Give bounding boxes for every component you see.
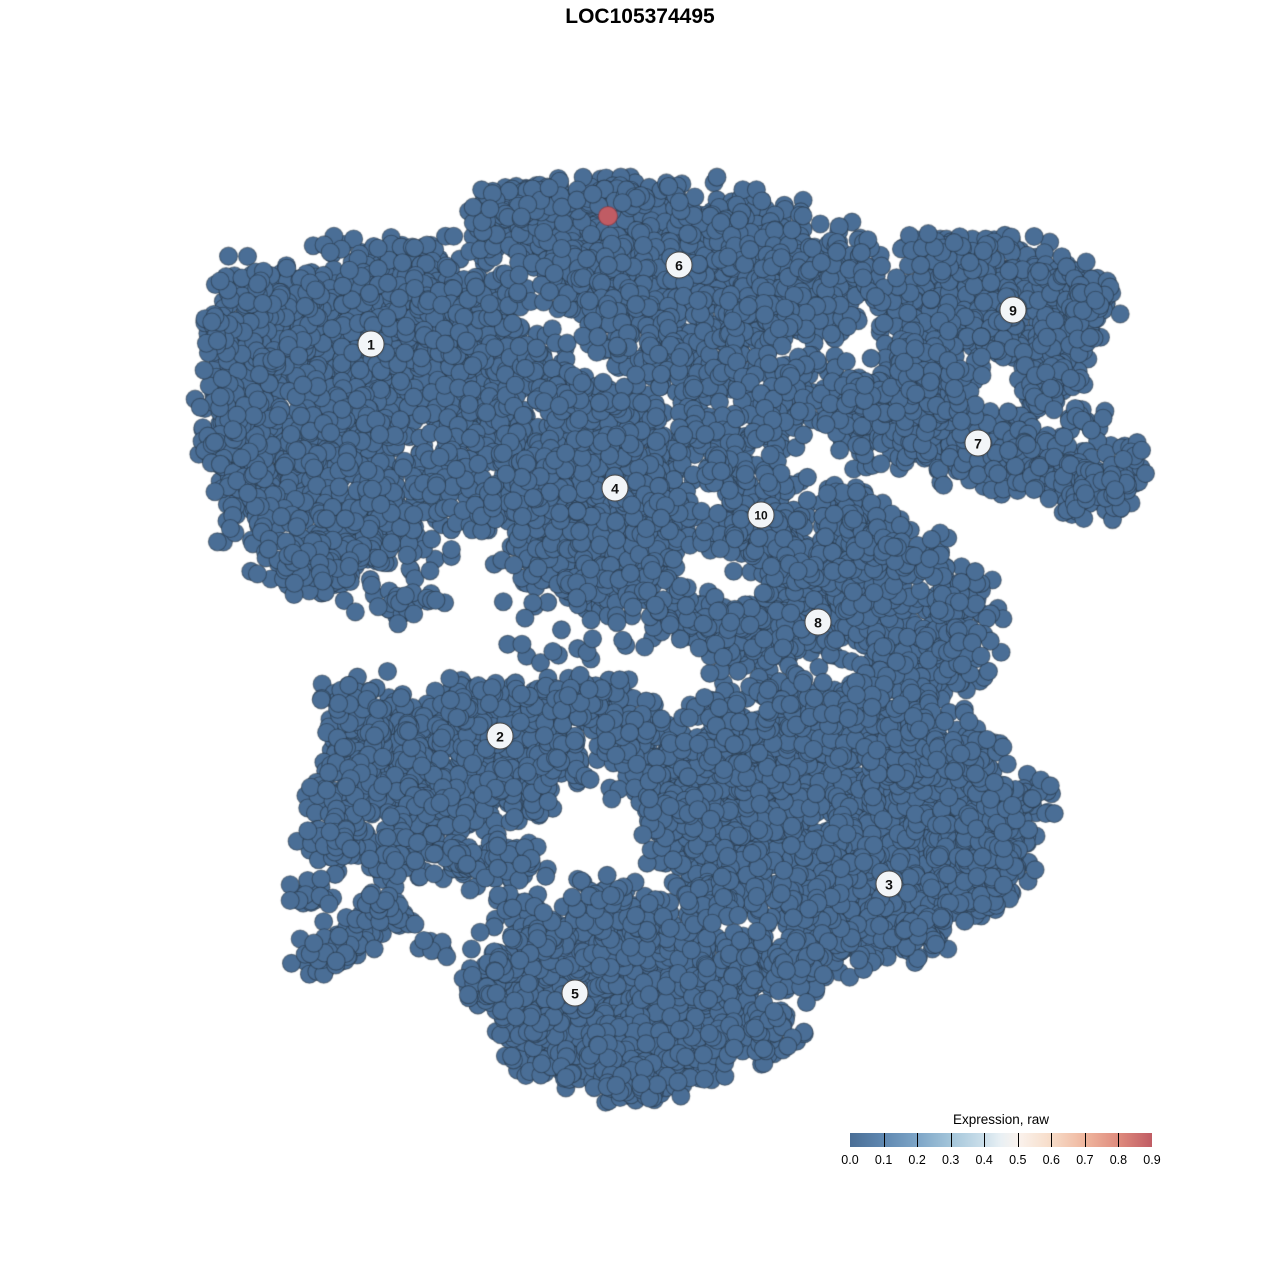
scatter-plot-canvas xyxy=(0,0,1280,1280)
